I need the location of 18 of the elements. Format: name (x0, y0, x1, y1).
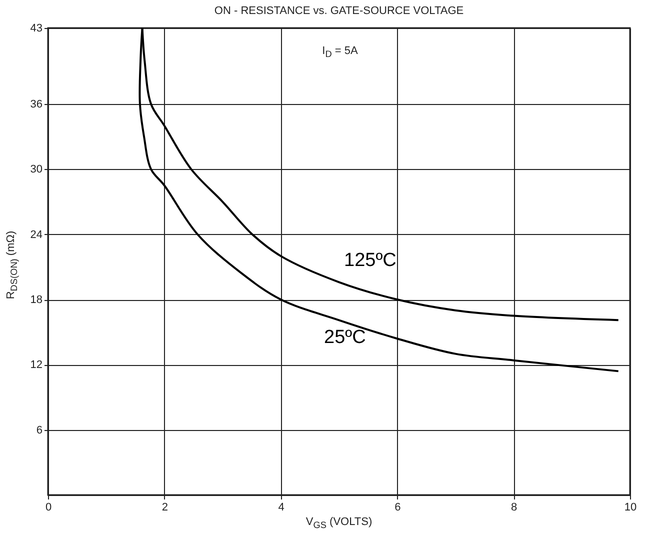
chart-title: ON - RESISTANCE vs. GATE-SOURCE VOLTAGE (214, 5, 464, 17)
x-tick-label: 2 (162, 502, 168, 514)
y-tick-label: 43 (30, 22, 42, 34)
annotation: I$_{D}$ = 5A (322, 44, 358, 60)
y-tick-label: 36 (30, 98, 42, 111)
x-tick-label: 10 (624, 502, 637, 514)
series-label: 25ºC (324, 327, 366, 348)
y-tick-label: 24 (30, 228, 42, 241)
y-tick-label: 12 (30, 359, 42, 372)
y-tick-label: 18 (30, 294, 42, 306)
y-tick-label: 6 (36, 424, 42, 436)
x-tick-label: 6 (394, 502, 401, 514)
series-label: 125ºC (344, 250, 396, 272)
x-tick-label: 8 (511, 502, 518, 514)
x-tick-label: 4 (278, 502, 284, 514)
y-tick-label: 30 (30, 164, 42, 176)
x-tick-label: 0 (45, 502, 52, 514)
x-axis-title: V$_{GS}$ (VOLTS) (306, 516, 372, 530)
